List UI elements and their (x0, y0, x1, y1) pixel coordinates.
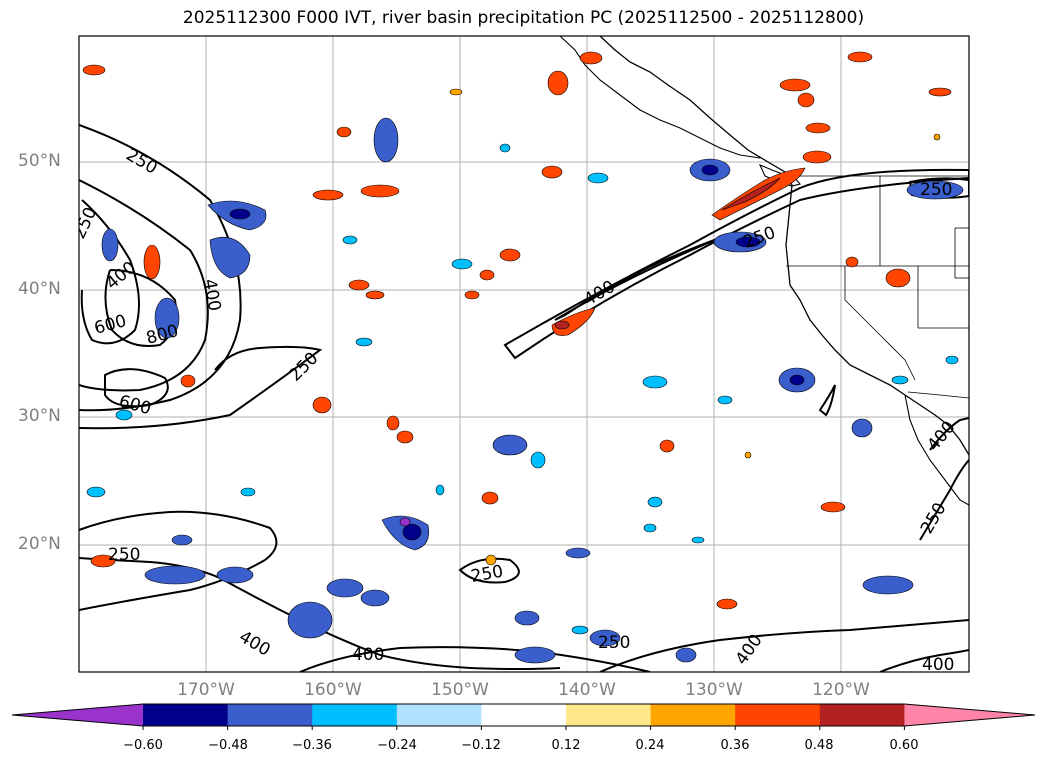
contour-label: 400 (922, 655, 954, 675)
colorbar-segment (650, 704, 736, 726)
lat-label: 20°N (18, 534, 61, 554)
contour-label: 400 (199, 277, 224, 312)
colorbar-extend-high (904, 704, 1035, 726)
figure-title: 2025112300 F000 IVT, river basin precipi… (182, 8, 865, 28)
colorbar-segment (396, 704, 482, 726)
negative-patches (86, 117, 964, 664)
contour-label: 400 (236, 627, 274, 661)
coastline (599, 36, 969, 456)
baja-coast (904, 394, 969, 506)
colorbar-tick: 0.36 (720, 738, 750, 753)
contour-label: 250 (285, 348, 322, 385)
colorbar-segment (819, 704, 905, 726)
colorbar-tick: 0.24 (635, 738, 665, 753)
colorbar-tick: −0.36 (292, 738, 332, 753)
ivt-contours (79, 124, 969, 672)
map-content: 250 250 400 600 800 600 400 250 400 250 … (69, 36, 969, 675)
colorbar-tick: −0.48 (208, 738, 248, 753)
lon-label: 150°W (431, 680, 489, 700)
colorbar-tick: 0.60 (889, 738, 919, 753)
contour-label: 400 (102, 258, 140, 294)
contour-label: 250 (920, 180, 952, 200)
colorbar-tick: −0.12 (461, 738, 501, 753)
colorbar-segment (312, 704, 398, 726)
colorbar (11, 703, 1036, 730)
colorbar-tick: −0.60 (123, 738, 163, 753)
colorbar-segment (227, 704, 313, 726)
lat-label: 50°N (18, 151, 61, 171)
borders (786, 175, 969, 399)
contour-label: 250 (917, 499, 951, 537)
lat-label: 30°N (18, 406, 61, 426)
colorbar-segment (735, 704, 821, 726)
colorbar-tick: 0.12 (551, 738, 581, 753)
lon-label: 160°W (304, 680, 362, 700)
colorbar-segment (481, 704, 567, 726)
contour-label: 250 (598, 633, 630, 653)
lon-label: 130°W (685, 680, 743, 700)
contour-label: 400 (352, 645, 384, 665)
colorbar-tick: 0.48 (804, 738, 834, 753)
contour-label: 250 (741, 223, 778, 253)
lon-label: 120°W (812, 680, 870, 700)
contour-label: 250 (108, 545, 140, 565)
map-frame (78, 35, 970, 673)
gridlines (79, 36, 969, 672)
colorbar-segment (566, 704, 652, 726)
colorbar-extend-low (12, 704, 143, 726)
contour-label: 800 (144, 321, 181, 349)
contour-label: 600 (92, 311, 129, 339)
colorbar-segment (143, 704, 229, 726)
lat-label: 40°N (18, 279, 61, 299)
colorbar-tick: −0.24 (377, 738, 417, 753)
contour-labels: 250 250 400 600 800 600 400 250 400 250 … (69, 145, 960, 675)
contour-label: 250 (123, 145, 161, 179)
contour-label: 250 (69, 204, 101, 242)
positive-patches (82, 51, 952, 610)
lon-label: 170°W (177, 680, 235, 700)
lon-label: 140°W (558, 680, 616, 700)
